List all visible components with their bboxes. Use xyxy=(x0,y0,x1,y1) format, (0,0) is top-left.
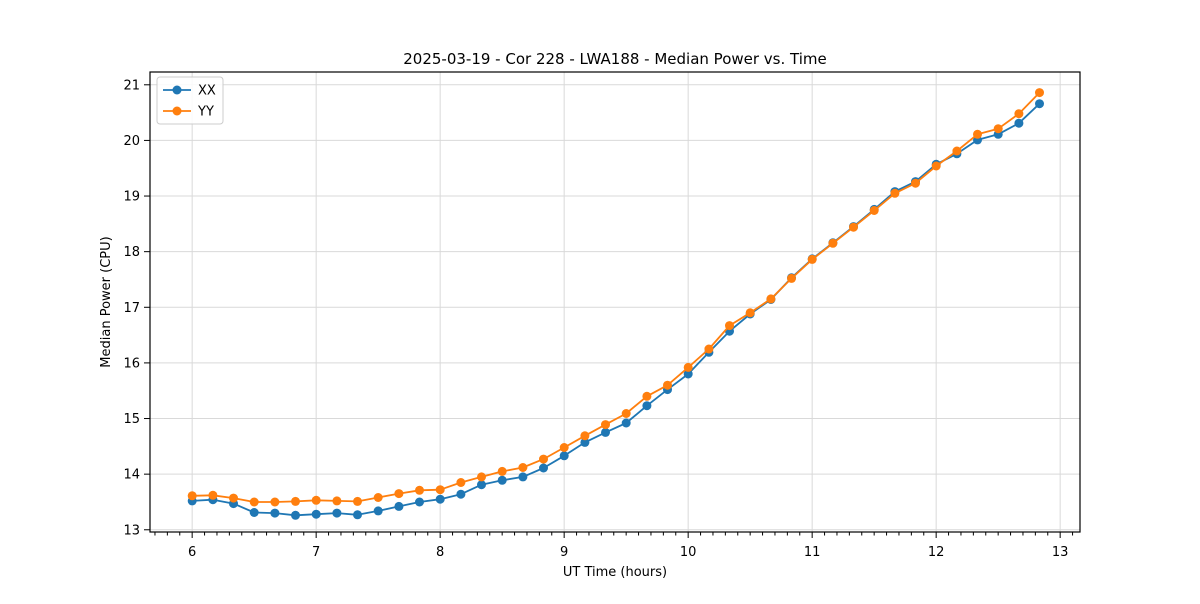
data-point xyxy=(601,420,610,430)
y-tick-label: 21 xyxy=(123,78,140,93)
data-point xyxy=(931,161,941,171)
data-point xyxy=(249,508,259,517)
y-tick-label: 15 xyxy=(123,412,140,427)
data-point xyxy=(187,491,197,501)
data-point xyxy=(993,124,1003,134)
data-point xyxy=(539,463,548,473)
data-point xyxy=(518,472,528,482)
data-point xyxy=(332,496,342,506)
data-point xyxy=(270,497,280,507)
data-point xyxy=(497,466,507,476)
x-tick-label: 7 xyxy=(312,545,320,560)
legend-entry-xx: XX xyxy=(163,84,216,99)
data-point xyxy=(642,391,652,401)
data-point xyxy=(1035,99,1044,109)
data-point xyxy=(477,480,486,490)
legend: XX YY xyxy=(156,76,224,125)
data-point xyxy=(952,146,962,156)
data-point xyxy=(890,188,900,198)
y-tick-label: 18 xyxy=(123,245,140,260)
data-point xyxy=(311,509,321,519)
x-tick-label: 12 xyxy=(928,545,945,560)
data-point xyxy=(973,129,982,139)
data-point xyxy=(456,489,466,499)
data-point xyxy=(911,178,920,188)
data-point xyxy=(415,485,424,495)
data-point xyxy=(849,222,858,232)
data-point xyxy=(766,294,776,304)
data-point xyxy=(704,344,714,354)
data-point xyxy=(311,495,321,505)
data-point xyxy=(642,401,652,411)
series-yy-markers xyxy=(187,88,1044,507)
data-point xyxy=(373,493,383,502)
data-point xyxy=(601,427,610,437)
data-point xyxy=(270,508,280,518)
legend-label: XX xyxy=(198,84,216,99)
data-point xyxy=(745,308,755,318)
data-point xyxy=(580,431,590,441)
data-point xyxy=(394,501,404,511)
y-tick-label: 19 xyxy=(123,190,140,205)
data-point xyxy=(621,409,631,418)
data-point xyxy=(373,506,383,516)
data-point xyxy=(683,369,693,379)
data-point xyxy=(291,496,300,506)
data-point xyxy=(353,510,362,520)
data-point xyxy=(497,475,507,485)
data-point xyxy=(518,463,528,472)
data-point xyxy=(291,510,300,520)
data-point xyxy=(559,443,569,452)
legend-label: YY xyxy=(197,105,214,120)
data-point xyxy=(559,451,569,461)
x-tick-label: 10 xyxy=(680,545,697,560)
y-tick-label: 17 xyxy=(123,301,140,316)
x-axis-label: UT Time (hours) xyxy=(563,565,667,580)
y-tick-label: 20 xyxy=(123,134,140,149)
x-tick-label: 11 xyxy=(804,545,821,560)
data-point xyxy=(1014,118,1024,128)
data-point xyxy=(663,380,672,390)
data-point xyxy=(208,490,218,500)
legend-marker xyxy=(172,85,182,95)
data-point xyxy=(725,321,734,331)
plot-frame xyxy=(149,71,1081,533)
data-point xyxy=(828,238,838,248)
data-point xyxy=(539,454,548,464)
data-point xyxy=(1035,88,1044,98)
y-axis-label: Median Power (CPU) xyxy=(99,236,114,367)
y-tick-label: 14 xyxy=(123,468,140,483)
data-point xyxy=(580,437,590,447)
x-tick-label: 8 xyxy=(436,545,444,560)
legend-marker xyxy=(172,106,182,116)
x-tick-label: 13 xyxy=(1052,545,1069,560)
data-point xyxy=(435,494,445,504)
data-point xyxy=(249,497,259,507)
data-point xyxy=(332,508,342,518)
data-point xyxy=(1014,109,1024,119)
data-point xyxy=(229,493,238,503)
series-yy xyxy=(187,88,1044,507)
y-tick-label: 16 xyxy=(123,356,140,371)
data-point xyxy=(353,496,362,506)
tick-labels: 6 7 8 9 10 11 12 13 13 14 15 16 17 18 19 20 21 xyxy=(123,78,1068,560)
data-point xyxy=(683,362,693,372)
data-point xyxy=(415,497,424,507)
data-point xyxy=(477,472,486,482)
data-point xyxy=(435,485,445,495)
data-point xyxy=(394,489,404,499)
plot-area xyxy=(150,72,1080,532)
data-point xyxy=(456,478,466,487)
data-point xyxy=(807,254,817,264)
legend-entry-yy: YY xyxy=(163,105,214,120)
chart-title: 2025-03-19 - Cor 228 - LWA188 - Median P… xyxy=(403,50,827,68)
data-point xyxy=(621,418,631,428)
x-tick-label: 6 xyxy=(188,545,196,560)
data-point xyxy=(787,273,796,283)
y-tick-label: 13 xyxy=(123,523,140,538)
data-point xyxy=(869,206,879,215)
x-tick-label: 9 xyxy=(560,545,568,560)
